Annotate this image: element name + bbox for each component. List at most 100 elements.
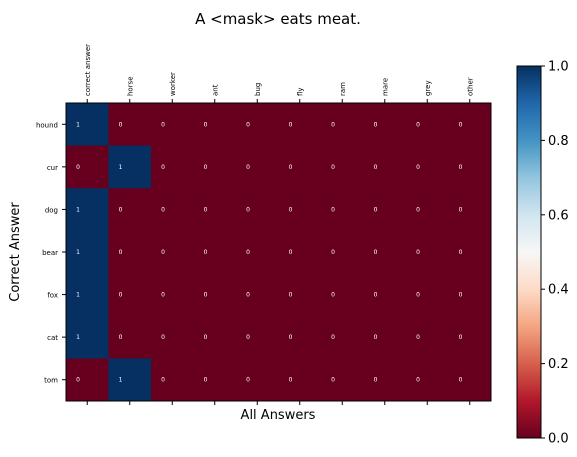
heatmap-cell: [406, 188, 449, 232]
cell-value-label: 0: [459, 164, 463, 171]
cell-value-label: 0: [331, 249, 335, 256]
cell-value-label: 0: [416, 249, 420, 256]
cell-value-label: 0: [119, 249, 123, 256]
cell-value-label: 0: [246, 206, 250, 213]
heatmap-cell: [321, 273, 364, 317]
colorbar-tick-label: 0.4: [548, 283, 569, 298]
heatmap-cell: [278, 188, 322, 232]
heatmap-cell: [278, 230, 322, 274]
cell-value-label: 0: [246, 334, 250, 341]
heatmap-cell: [151, 145, 194, 189]
heatmap-cell: [108, 145, 152, 189]
heatmap-cell: [193, 230, 237, 274]
x-tick-label: other: [466, 77, 474, 96]
cell-value-label: 0: [161, 206, 165, 213]
heatmap-cell: [448, 315, 492, 359]
cell-value-label: 0: [416, 334, 420, 341]
chart-title: A <mask> eats meat.: [195, 10, 361, 28]
colorbar-ticks: 0.0 0.2 0.4 0.6 0.8 1.0: [541, 60, 569, 447]
heatmap-cell: [193, 358, 237, 402]
heatmap-cell: [448, 103, 492, 147]
cell-value-label: 0: [374, 249, 378, 256]
colorbar-tick-label: 1.0: [548, 60, 569, 75]
cell-value-label: 0: [119, 121, 123, 128]
heatmap-cell: [193, 103, 237, 147]
heatmap-cell: [236, 315, 279, 359]
heatmap-cell: [321, 230, 364, 274]
heatmap-cell: [236, 145, 279, 189]
heatmap-cell: [108, 273, 152, 317]
heatmap-cell: [193, 315, 237, 359]
y-tick-label: cat: [47, 334, 58, 342]
heatmap-cell: [321, 103, 364, 147]
heatmap-cell: [108, 230, 152, 274]
cell-value-label: 0: [289, 121, 293, 128]
cell-value-label: 0: [204, 334, 208, 341]
y-tick-label: hound: [36, 121, 58, 129]
cell-value-label: 1: [76, 334, 80, 341]
cell-value-label: 0: [119, 206, 123, 213]
heatmap-cell: [193, 273, 237, 317]
cell-value-label: 0: [161, 121, 165, 128]
cell-value-label: 0: [289, 334, 293, 341]
heatmap-cell: [151, 230, 194, 274]
cell-value-label: 0: [289, 206, 293, 213]
heatmap-cell: [108, 188, 152, 232]
heatmap-cell: [406, 273, 449, 317]
cell-value-label: 1: [76, 249, 80, 256]
cell-value-label: 0: [459, 334, 463, 341]
cell-value-label: 0: [331, 292, 335, 299]
heatmap-cell: [363, 188, 407, 232]
cell-value-label: 0: [374, 121, 378, 128]
heatmap-cell: [236, 103, 279, 147]
cell-value-label: 1: [119, 164, 123, 171]
heatmap-cell: [278, 103, 322, 147]
cell-value-label: 0: [331, 377, 335, 384]
cell-value-labels: 1 0 0 0 0 0 0 0 0 0 0 1 0 0 0 0 0 0 0 0 1 0 0 0 0 0 0 0 0 0 1 0 0 0 0 0 0 0 0 0…: [76, 121, 463, 383]
cell-value-label: 0: [416, 377, 420, 384]
cell-value-label: 0: [246, 121, 250, 128]
cell-value-label: 0: [161, 249, 165, 256]
heatmap-cell: [448, 188, 492, 232]
cell-value-label: 1: [76, 121, 80, 128]
cell-value-label: 0: [204, 377, 208, 384]
heatmap-cell: [108, 358, 152, 402]
heatmap-cell: [278, 145, 322, 189]
heatmap-cell: [151, 315, 194, 359]
heatmap-cell: [108, 315, 152, 359]
y-axis-ticks: hound cur dog bear fox cat tom: [36, 121, 66, 385]
cell-value-label: 0: [374, 164, 378, 171]
cell-value-label: 0: [416, 292, 420, 299]
cell-value-label: 1: [76, 292, 80, 299]
heatmap-cell: [448, 230, 492, 274]
heatmap-cell: [151, 273, 194, 317]
heatmap-cell: [321, 145, 364, 189]
cell-value-label: 0: [246, 292, 250, 299]
heatmap-cell: [236, 273, 279, 317]
cell-value-label: 0: [331, 206, 335, 213]
heatmap-cells: [66, 103, 492, 402]
heatmap-cell: [321, 358, 364, 402]
cell-value-label: 0: [416, 164, 420, 171]
cell-value-label: 0: [204, 121, 208, 128]
heatmap-cell: [66, 103, 109, 147]
colorbar-tick-label: 0.2: [548, 357, 569, 372]
colorbar-tick-label: 0.8: [548, 134, 569, 149]
cell-value-label: 0: [246, 249, 250, 256]
heatmap-cell: [363, 230, 407, 274]
cell-value-label: 0: [374, 206, 378, 213]
cell-value-label: 0: [374, 292, 378, 299]
heatmap-cell: [321, 315, 364, 359]
cell-value-label: 0: [76, 377, 80, 384]
heatmap-cell: [278, 273, 322, 317]
x-tick-label: horse: [126, 76, 134, 96]
cell-value-label: 0: [459, 206, 463, 213]
y-tick-label: dog: [45, 206, 58, 214]
cell-value-label: 0: [331, 121, 335, 128]
heatmap-cell: [278, 315, 322, 359]
heatmap-cell: [363, 358, 407, 402]
y-tick-label: tom: [44, 377, 58, 385]
colorbar: [516, 65, 542, 439]
heatmap-cell: [321, 188, 364, 232]
